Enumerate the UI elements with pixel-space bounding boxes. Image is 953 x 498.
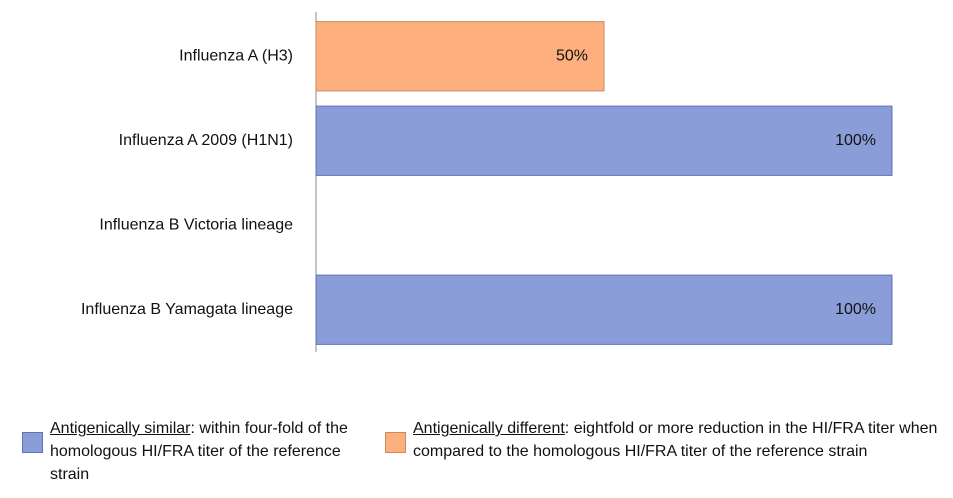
legend-text: Antigenically similar: within four-fold … [50,417,352,486]
category-label: Influenza B Yamagata lineage [81,301,293,318]
category-label: Influenza A (H3) [179,47,293,64]
legend-text: Antigenically different: eightfold or mo… [413,417,945,463]
legend-description: : eightfold or more reduction in the HI/… [413,420,938,460]
bar [315,105,893,176]
bar [315,21,605,92]
category-label: Influenza B Victoria lineage [99,216,293,233]
chart: Influenza A (H3) 50% Influenza A 2009 (H1N… [81,12,893,352]
legend-label: Antigenically similar [50,420,191,437]
value-label: 50% [556,47,588,64]
value-label: 100% [835,132,876,149]
legend-swatch [385,432,406,453]
legend-label: Antigenically different [413,420,565,437]
bar [315,274,893,345]
category-label: Influenza A 2009 (H1N1) [119,132,293,149]
legend-swatch [22,432,43,453]
legend-description: : within four-fold of the homologous HI/… [50,420,348,483]
value-label: 100% [835,301,876,318]
